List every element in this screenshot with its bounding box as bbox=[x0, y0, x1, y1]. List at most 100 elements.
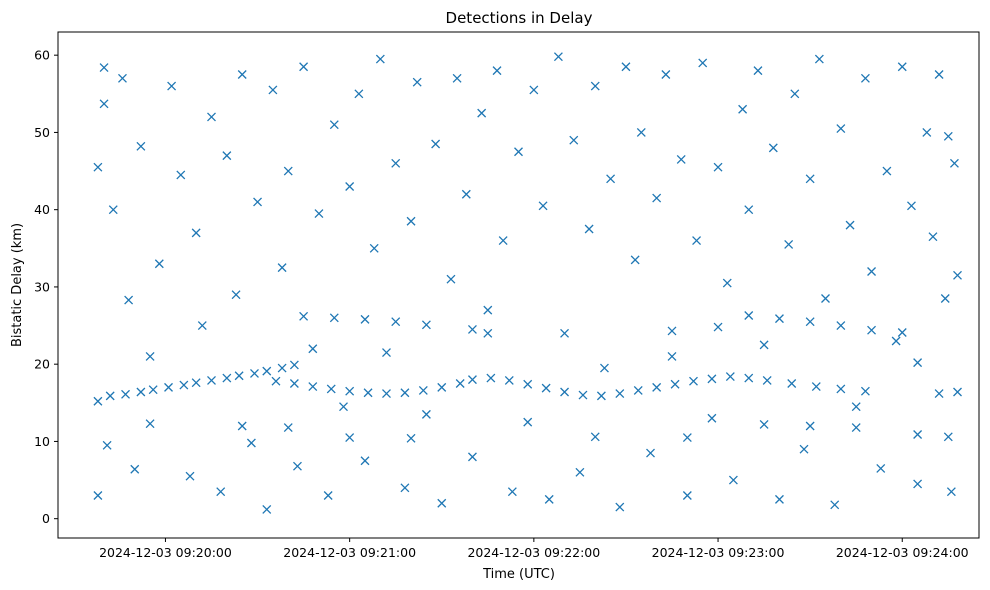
x-axis: 2024-12-03 09:20:00 2024-12-03 09:21:00 20… bbox=[99, 538, 969, 560]
data-point bbox=[345, 386, 355, 396]
data-point bbox=[148, 385, 158, 395]
data-point bbox=[943, 131, 953, 141]
data-point bbox=[136, 387, 146, 397]
data-point bbox=[93, 162, 103, 172]
data-point bbox=[569, 135, 579, 145]
data-point bbox=[538, 201, 548, 211]
data-point bbox=[207, 112, 216, 122]
data-point bbox=[913, 358, 923, 368]
data-point bbox=[541, 383, 551, 393]
data-point bbox=[876, 464, 886, 473]
data-point bbox=[799, 444, 809, 454]
data-point bbox=[600, 363, 609, 373]
plot-background bbox=[58, 32, 979, 538]
data-point bbox=[360, 456, 370, 466]
data-point bbox=[277, 263, 287, 273]
data-point bbox=[670, 379, 680, 389]
y-tick-label: 10 bbox=[34, 434, 50, 449]
data-point bbox=[560, 387, 570, 397]
data-point bbox=[437, 498, 447, 508]
data-point bbox=[728, 475, 738, 485]
data-point bbox=[575, 467, 585, 477]
data-point bbox=[753, 66, 763, 76]
data-point bbox=[262, 504, 272, 514]
data-point bbox=[713, 162, 723, 172]
y-tick-label: 40 bbox=[34, 202, 50, 217]
data-point bbox=[339, 402, 348, 412]
data-point bbox=[363, 388, 373, 398]
plot-area bbox=[57, 31, 980, 539]
data-point bbox=[636, 127, 646, 137]
data-point bbox=[250, 368, 259, 378]
data-point bbox=[897, 328, 907, 337]
data-point bbox=[299, 62, 309, 72]
data-point bbox=[268, 85, 278, 95]
data-point bbox=[830, 500, 840, 510]
data-point bbox=[329, 313, 339, 323]
data-point bbox=[467, 375, 477, 385]
data-point bbox=[354, 89, 364, 99]
data-point bbox=[293, 461, 302, 471]
data-point bbox=[922, 127, 932, 137]
data-point bbox=[633, 385, 643, 395]
data-point bbox=[774, 314, 784, 324]
data-point bbox=[179, 380, 189, 390]
data-point bbox=[891, 336, 901, 346]
data-point bbox=[130, 464, 140, 474]
data-point bbox=[289, 360, 299, 370]
data-point bbox=[698, 58, 708, 68]
data-point bbox=[713, 322, 723, 332]
data-point bbox=[652, 382, 662, 392]
data-point bbox=[412, 77, 422, 87]
data-point bbox=[446, 274, 456, 284]
data-point bbox=[722, 278, 732, 288]
data-point bbox=[514, 147, 523, 157]
data-point bbox=[246, 438, 256, 448]
data-point bbox=[400, 388, 410, 398]
data-point bbox=[345, 433, 355, 443]
data-point bbox=[676, 155, 686, 164]
data-point bbox=[124, 295, 134, 305]
data-point bbox=[553, 52, 563, 62]
data-point bbox=[167, 81, 177, 91]
data-point bbox=[707, 374, 717, 384]
data-point bbox=[406, 433, 416, 443]
data-point bbox=[738, 104, 748, 114]
data-point bbox=[391, 158, 401, 168]
data-point bbox=[207, 375, 216, 385]
x-tick-label: 2024-12-03 09:22:00 bbox=[467, 545, 600, 560]
data-point bbox=[560, 328, 570, 338]
data-point bbox=[811, 382, 821, 392]
data-point bbox=[805, 421, 815, 431]
data-point bbox=[953, 270, 962, 280]
data-point bbox=[744, 373, 754, 383]
x-tick-label: 2024-12-03 09:24:00 bbox=[836, 545, 969, 560]
data-point bbox=[191, 378, 201, 388]
data-point bbox=[176, 170, 186, 180]
data-point bbox=[222, 373, 232, 383]
data-point bbox=[860, 386, 870, 396]
data-point bbox=[314, 209, 324, 219]
data-point bbox=[105, 391, 115, 401]
data-point bbox=[523, 379, 533, 389]
data-point bbox=[661, 70, 671, 79]
data-point bbox=[421, 409, 431, 419]
data-point bbox=[940, 294, 950, 303]
data-point bbox=[477, 108, 487, 118]
data-point bbox=[725, 372, 735, 382]
data-point bbox=[953, 387, 962, 397]
data-point bbox=[544, 494, 554, 504]
x-tick-label: 2024-12-03 09:20:00 bbox=[99, 545, 232, 560]
data-point bbox=[907, 201, 916, 211]
data-point bbox=[821, 294, 830, 303]
x-tick-label: 2024-12-03 09:23:00 bbox=[652, 545, 785, 560]
data-point bbox=[400, 483, 410, 493]
data-point bbox=[928, 232, 938, 242]
data-point bbox=[867, 267, 877, 276]
data-point bbox=[231, 290, 241, 300]
data-point bbox=[867, 325, 877, 335]
data-point bbox=[382, 389, 391, 398]
data-point bbox=[197, 321, 207, 331]
data-point bbox=[222, 151, 232, 161]
